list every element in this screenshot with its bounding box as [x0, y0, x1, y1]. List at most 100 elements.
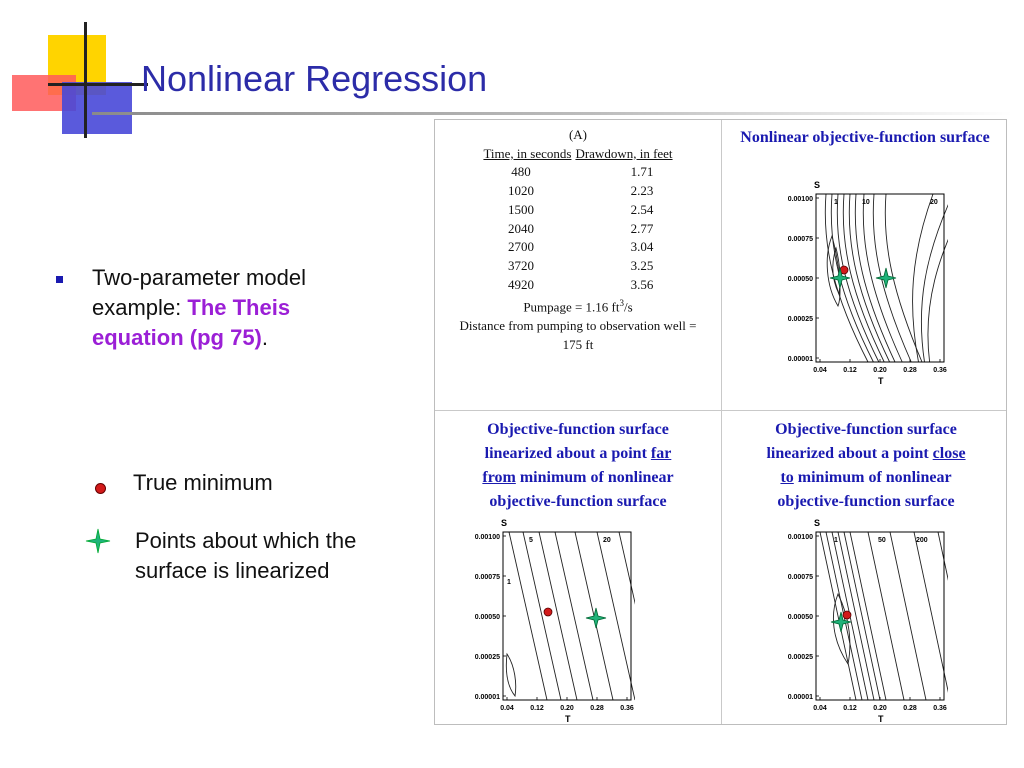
contour-line	[826, 234, 841, 308]
x-tick-label: 0.28	[903, 705, 917, 712]
y-tick-label: 0.00025	[788, 654, 813, 661]
table-row: 1500 2.54	[435, 201, 721, 220]
br-title-line4: objective-function surface	[777, 493, 955, 510]
contour-line	[842, 193, 885, 363]
y-tick-label: 0.00075	[475, 574, 500, 581]
true-minimum-dot-icon	[95, 483, 106, 494]
x-axis-label: T	[878, 714, 884, 724]
contour-line	[837, 531, 875, 701]
x-tick-label: 0.36	[620, 705, 634, 712]
contour-label: 1	[834, 537, 838, 544]
contour-lines	[824, 193, 948, 363]
table-cell-time: 1500	[508, 201, 534, 217]
table-distance: Distance from pumping to observation wel…	[459, 318, 697, 353]
table-pumpage: Pumpage = 1.16 ft3/s	[435, 294, 721, 317]
contour-lines	[502, 531, 635, 701]
x-tick-label: 0.36	[933, 705, 947, 712]
x-tick-label: 0.20	[873, 705, 887, 712]
bl-line3-underlined: from	[482, 469, 516, 486]
contour-line	[618, 531, 635, 605]
contour-line	[505, 652, 517, 698]
y-tick-label: 0.00001	[788, 356, 813, 363]
br-title-line1: Objective-function surface	[775, 421, 957, 438]
br-title-line2: linearized about a point close	[731, 442, 1001, 466]
bl-title-line3: from minimum of nonlinear	[443, 466, 713, 490]
contour-line	[522, 531, 562, 701]
contour-line	[912, 193, 934, 363]
contour-label: 10	[862, 199, 870, 206]
panel-vertical-divider	[721, 120, 722, 724]
logo-vertical-line	[84, 22, 87, 138]
linearization-point-star-icon	[875, 267, 897, 289]
linearization-star-icon	[85, 528, 111, 554]
contour-line	[889, 531, 927, 701]
bl-title-line2: linearized about a point far	[443, 442, 713, 466]
br-line3-underlined: to	[780, 469, 794, 486]
x-tick-label: 0.36	[933, 367, 947, 374]
x-tick-label: 0.04	[813, 705, 827, 712]
contour-line	[862, 193, 903, 363]
table-row: 1020 2.23	[435, 182, 721, 201]
br-line2-text: linearized about a point	[766, 445, 933, 462]
contour-line	[832, 246, 841, 296]
bl-title-line1: Objective-function surface	[487, 421, 669, 438]
y-tick-label: 0.00100	[475, 534, 500, 541]
x-tick-label: 0.20	[560, 705, 574, 712]
x-tick-label: 0.12	[530, 705, 544, 712]
table-row: 2040 2.77	[435, 220, 721, 239]
table-row: 2700 3.04	[435, 238, 721, 257]
y-axis-label: S	[814, 180, 820, 190]
x-tick-label: 0.20	[873, 367, 887, 374]
table-cell-drawdown: 3.56	[630, 276, 654, 292]
title-underline	[92, 112, 1012, 115]
plot-frame	[502, 531, 632, 701]
table-cell-drawdown: 1.71	[630, 164, 654, 180]
top-right-panel-title: Nonlinear objective-function surface	[740, 129, 990, 146]
table-col1-header: Time, in seconds	[483, 145, 572, 161]
bullet-text: Two-parameter model example: The Theis e…	[92, 263, 382, 353]
legend-true-minimum: True minimum	[133, 470, 273, 495]
table-rows: 480 1.71 1020 2.23 1500 2.54 2040 2.77 2700 3.04 3…	[435, 163, 721, 294]
contour-line	[927, 238, 948, 363]
bl-line2-underlined: far	[650, 445, 672, 462]
y-tick-label: 0.00025	[475, 654, 500, 661]
table-row: 480 1.71	[435, 163, 721, 182]
y-tick-label: 0.00075	[788, 574, 813, 581]
contour-label: 20	[930, 199, 938, 206]
true-minimum-dot	[842, 610, 852, 620]
x-axis-label: T	[878, 376, 884, 386]
linearization-point-star-icon	[830, 611, 852, 633]
table-cell-drawdown: 2.77	[630, 220, 654, 236]
linearization-point-star-icon	[829, 267, 851, 289]
table-row: 3720 3.25	[435, 257, 721, 276]
pumpage-text: Pumpage = 1.16 ft	[523, 299, 620, 315]
table-cell-drawdown: 2.54	[630, 201, 654, 217]
table-cell-time: 2040	[508, 220, 534, 236]
bl-title-line4: objective-function surface	[489, 493, 667, 510]
y-tick-label: 0.00100	[788, 196, 813, 203]
contour-line	[854, 193, 896, 363]
contour-line	[538, 531, 578, 701]
contour-line	[849, 531, 887, 701]
pumpage-exponent: 3	[619, 298, 624, 309]
y-tick-label: 0.00001	[475, 694, 500, 701]
br-line2-underlined: close	[932, 445, 966, 462]
contour-label: 20	[603, 537, 611, 544]
contour-label: 5	[529, 537, 533, 544]
panel-horizontal-divider	[435, 410, 1006, 411]
bl-line3-text: minimum of nonlinear	[515, 469, 674, 486]
bullet-square-icon	[56, 276, 63, 283]
logo-decoration	[12, 22, 148, 138]
contour-plot-linearized-far: S T 0.00100 0.00075 0.00050 0.00025 0.000010.0…	[475, 518, 635, 724]
contour-line	[554, 531, 594, 701]
table-col2-header: Drawdown, in feet	[575, 145, 673, 161]
table-cell-time: 4920	[508, 276, 534, 292]
table-cell-time: 1020	[508, 183, 534, 199]
x-tick-label: 0.28	[903, 367, 917, 374]
bl-line2-text: linearized about a point	[484, 445, 651, 462]
contour-line	[819, 531, 857, 701]
true-minimum-dot	[543, 607, 553, 617]
drawdown-table: (A) Time, in seconds Drawdown, in feet 4…	[435, 126, 721, 355]
contour-label: 1	[507, 579, 511, 586]
br-title-line3: to minimum of nonlinear	[731, 466, 1001, 490]
